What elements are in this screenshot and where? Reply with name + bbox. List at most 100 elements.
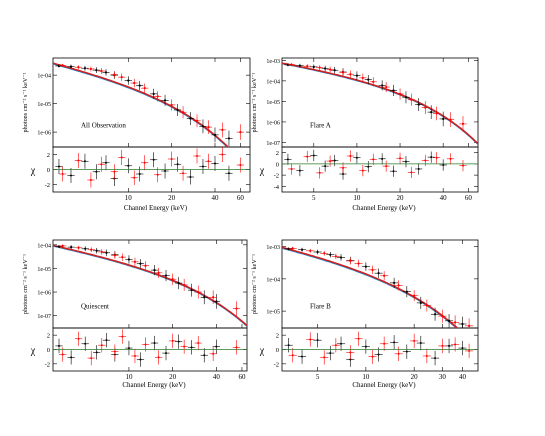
residual-point [138, 173, 141, 175]
model-curve-red [53, 244, 247, 327]
residual-tick-label: -2 [274, 361, 279, 368]
residual-point [329, 352, 332, 355]
data-point [361, 76, 364, 79]
model-group [282, 246, 459, 328]
model-group [282, 62, 478, 145]
residual-point [357, 337, 360, 340]
residual-point [286, 158, 289, 161]
residual-point [176, 163, 179, 166]
data-point [454, 321, 457, 324]
residual-point [312, 154, 315, 157]
residual-tick-label: -4 [274, 184, 280, 191]
y-tick-label: 1e-04 [37, 74, 51, 80]
data-point [195, 119, 199, 122]
residual-point [461, 347, 464, 350]
residual-point [95, 351, 98, 354]
residual-point [190, 346, 193, 349]
residual-point [77, 337, 80, 340]
residual-axis-label: χ [30, 346, 36, 357]
model-group [53, 62, 230, 147]
data-point [170, 103, 173, 107]
data-point [83, 67, 87, 70]
y-tick-label: 1e-05 [266, 100, 280, 106]
data-point [349, 259, 352, 263]
data-point [221, 128, 224, 131]
data-point [341, 71, 345, 74]
model-curve-blue [282, 62, 478, 145]
residual-point [417, 167, 420, 170]
data-point [425, 304, 428, 307]
model-curve-red [53, 62, 230, 147]
residual-point [324, 165, 327, 168]
residual-point [413, 339, 416, 342]
data-point [372, 80, 375, 83]
data-point [447, 319, 451, 322]
data-point [89, 67, 93, 71]
residual-point [221, 153, 224, 156]
data-point [127, 79, 130, 82]
data-point [133, 81, 136, 85]
residual-tick-label: 0 [276, 161, 279, 168]
residual-point [441, 344, 444, 347]
y-axis-label: photons cm⁻² s⁻¹ keV⁻¹ [251, 72, 258, 132]
data-point [100, 69, 103, 73]
residual-point [170, 158, 173, 160]
data-point [164, 274, 168, 277]
data-point [309, 249, 312, 252]
residual-point [461, 164, 464, 167]
data-point [306, 65, 309, 68]
residual-point [392, 170, 395, 173]
residual-point [152, 158, 155, 161]
residual-point [113, 350, 116, 353]
data-point [152, 92, 155, 95]
data-point [113, 254, 116, 257]
data-point [419, 301, 422, 304]
x-axis-label: Channel Energy (keV) [124, 204, 188, 212]
data-point [95, 249, 98, 252]
residual-point [182, 172, 185, 175]
residual-point [290, 167, 293, 170]
x-tick-label: 10 [125, 373, 133, 381]
series-red [58, 63, 245, 140]
residual-point [404, 160, 407, 163]
data-point [377, 272, 380, 275]
panel-label: Flare A [310, 121, 331, 129]
data-point [143, 87, 146, 90]
data-point [329, 253, 332, 256]
data-point [397, 284, 400, 287]
spectrum-plot-frame [281, 239, 479, 329]
x-tick-label: 40 [440, 194, 448, 202]
y-tick-label: 1e-04 [37, 243, 51, 249]
panel-label: Flare B [310, 303, 331, 311]
residual-point [342, 173, 345, 175]
data-point [441, 315, 444, 318]
data-point [461, 122, 465, 126]
residual-point [309, 338, 312, 341]
residual-point [57, 165, 60, 168]
y-axis-label: photons cm⁻² s⁻¹ keV⁻¹ [22, 72, 29, 132]
residual-point [89, 179, 92, 181]
data-point [442, 117, 445, 121]
residual-plot-frame [281, 146, 479, 193]
residual-point [133, 176, 136, 179]
data-point [417, 103, 420, 106]
residuals-red [59, 329, 241, 366]
data-point [197, 290, 200, 294]
residual-point [100, 163, 103, 166]
data-point [435, 112, 438, 115]
series-black [55, 64, 233, 147]
data-point [69, 65, 73, 68]
residual-point [381, 157, 384, 160]
data-point [227, 137, 231, 140]
residual-point [197, 342, 200, 345]
data-point [163, 99, 167, 102]
x-tick-label: 20 [397, 194, 405, 202]
data-point [133, 260, 137, 263]
spectrum-panel-2 [281, 57, 479, 193]
spectrum-panel-3 [52, 239, 248, 372]
panel-label: All Observation [81, 121, 126, 129]
data-point [349, 73, 352, 76]
residual-point [127, 347, 130, 350]
residual-point [342, 166, 345, 169]
y-tick-label: 1e-06 [37, 291, 51, 297]
